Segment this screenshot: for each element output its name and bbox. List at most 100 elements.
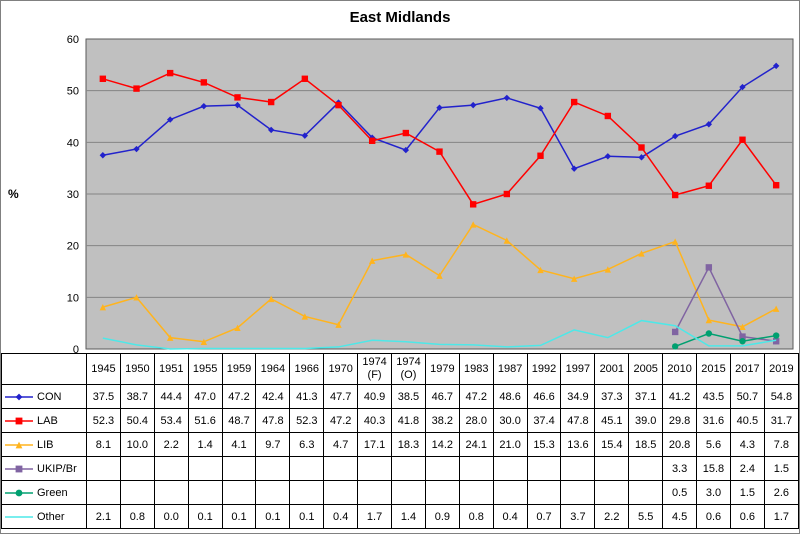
value-cell: 2.4	[729, 456, 765, 481]
value-cell: 31.7	[763, 408, 799, 433]
data-point-marker	[99, 152, 107, 159]
value-cell: 38.7	[119, 384, 155, 409]
value-cell: 41.2	[662, 384, 698, 409]
year-header-cell: 1970	[323, 353, 359, 385]
value-cell	[153, 480, 189, 505]
year-header-cell: 2001	[594, 353, 630, 385]
value-cell: 0.0	[153, 504, 189, 529]
value-cell: 0.1	[221, 504, 257, 529]
value-cell: 0.7	[526, 504, 562, 529]
value-cell: 0.1	[289, 504, 325, 529]
value-cell: 0.8	[458, 504, 494, 529]
series-green	[671, 330, 780, 350]
value-cell	[119, 456, 155, 481]
value-cell: 1.5	[763, 456, 799, 481]
y-tick-label: 50	[67, 86, 79, 98]
data-point-marker	[671, 328, 679, 336]
data-point-marker	[15, 441, 23, 448]
legend-label: LAB	[37, 414, 58, 427]
year-header-cell: 2017	[729, 353, 765, 385]
value-cell: 0.6	[696, 504, 731, 529]
data-point-marker	[772, 62, 780, 70]
value-cell: 3.0	[696, 480, 731, 505]
year-header-cell: 1955	[187, 353, 223, 385]
data-point-marker	[200, 338, 208, 345]
value-cell: 47.8	[255, 408, 291, 433]
value-cell: 50.4	[119, 408, 155, 433]
value-cell: 37.5	[86, 384, 121, 409]
value-cell	[628, 480, 664, 505]
value-cell	[86, 480, 121, 505]
chart-title: East Midlands	[349, 9, 451, 26]
value-cell: 47.2	[458, 384, 494, 409]
legend-label: UKIP/Br	[37, 462, 77, 475]
value-cell	[424, 456, 460, 481]
value-cell: 40.9	[357, 384, 393, 409]
data-point-marker	[503, 237, 511, 244]
data-point-marker	[133, 294, 140, 301]
data-point-marker	[166, 334, 174, 341]
data-point-marker	[772, 182, 780, 189]
legend-key-icon	[5, 489, 33, 496]
data-point-marker	[99, 75, 107, 82]
value-cell: 2.6	[763, 480, 799, 505]
value-cell	[153, 456, 189, 481]
year-header-cell: 2015	[696, 353, 731, 385]
value-cell: 0.6	[729, 504, 765, 529]
data-point-marker	[15, 489, 23, 496]
value-cell	[560, 480, 596, 505]
series-line	[674, 332, 777, 348]
data-point-marker	[739, 83, 746, 91]
data-point-marker	[335, 101, 342, 109]
value-cell: 50.7	[729, 384, 765, 409]
data-point-marker	[402, 146, 410, 154]
legend-key: UKIP/Br	[3, 462, 86, 475]
value-cell: 31.6	[696, 408, 731, 433]
value-cell	[289, 480, 325, 505]
table-row: UKIP/Br 3.3 15.8 2.4 1.5	[1, 456, 799, 481]
legend-key: CON	[3, 390, 86, 403]
value-cell: 43.5	[696, 384, 731, 409]
value-cell: 47.2	[221, 384, 257, 409]
data-point-marker	[99, 303, 107, 311]
year-header-cell: 1974 (O)	[391, 353, 426, 385]
year-header-cell: 1992	[526, 353, 562, 385]
legend-label: CON	[37, 390, 62, 403]
table-row: Green 0.5 3.0 1.5 2.6	[1, 480, 799, 505]
data-point-marker	[705, 316, 713, 324]
value-cell	[323, 480, 359, 505]
value-cell	[119, 480, 155, 505]
value-cell: 4.1	[221, 432, 257, 457]
data-table-wrap: 1945 1950 1951 1955 1959 1964 1966 1970 1974 (F)…	[1, 353, 799, 529]
value-cell	[458, 480, 494, 505]
legend-label: Green	[37, 486, 68, 499]
series-other	[102, 319, 777, 350]
y-axis-label: %	[8, 187, 19, 201]
value-cell: 18.5	[628, 432, 664, 457]
data-point-marker	[739, 323, 746, 330]
data-point-marker	[15, 465, 23, 472]
value-cell: 8.1	[86, 432, 121, 457]
value-cell	[492, 456, 528, 481]
data-point-marker	[166, 116, 174, 123]
data-point-marker	[638, 250, 645, 257]
data-point-marker	[402, 251, 410, 258]
data-point-marker	[301, 132, 309, 139]
value-cell: 0.4	[323, 504, 359, 529]
data-point-marker	[705, 330, 713, 337]
data-point-marker	[503, 190, 511, 198]
data-point-marker	[739, 338, 746, 345]
value-cell	[424, 480, 460, 505]
value-cell: 52.3	[86, 408, 121, 433]
data-point-marker	[570, 275, 578, 282]
y-tick-label: 60	[67, 34, 79, 46]
data-point-marker	[604, 266, 612, 273]
year-header-cell: 1987	[492, 353, 528, 385]
data-point-marker	[671, 343, 679, 350]
y-tick-label: 30	[67, 189, 79, 201]
value-cell: 28.0	[458, 408, 494, 433]
value-cell: 14.2	[424, 432, 460, 457]
series-line	[102, 319, 777, 350]
value-cell: 5.5	[628, 504, 664, 529]
legend-cell: LAB	[1, 408, 87, 433]
